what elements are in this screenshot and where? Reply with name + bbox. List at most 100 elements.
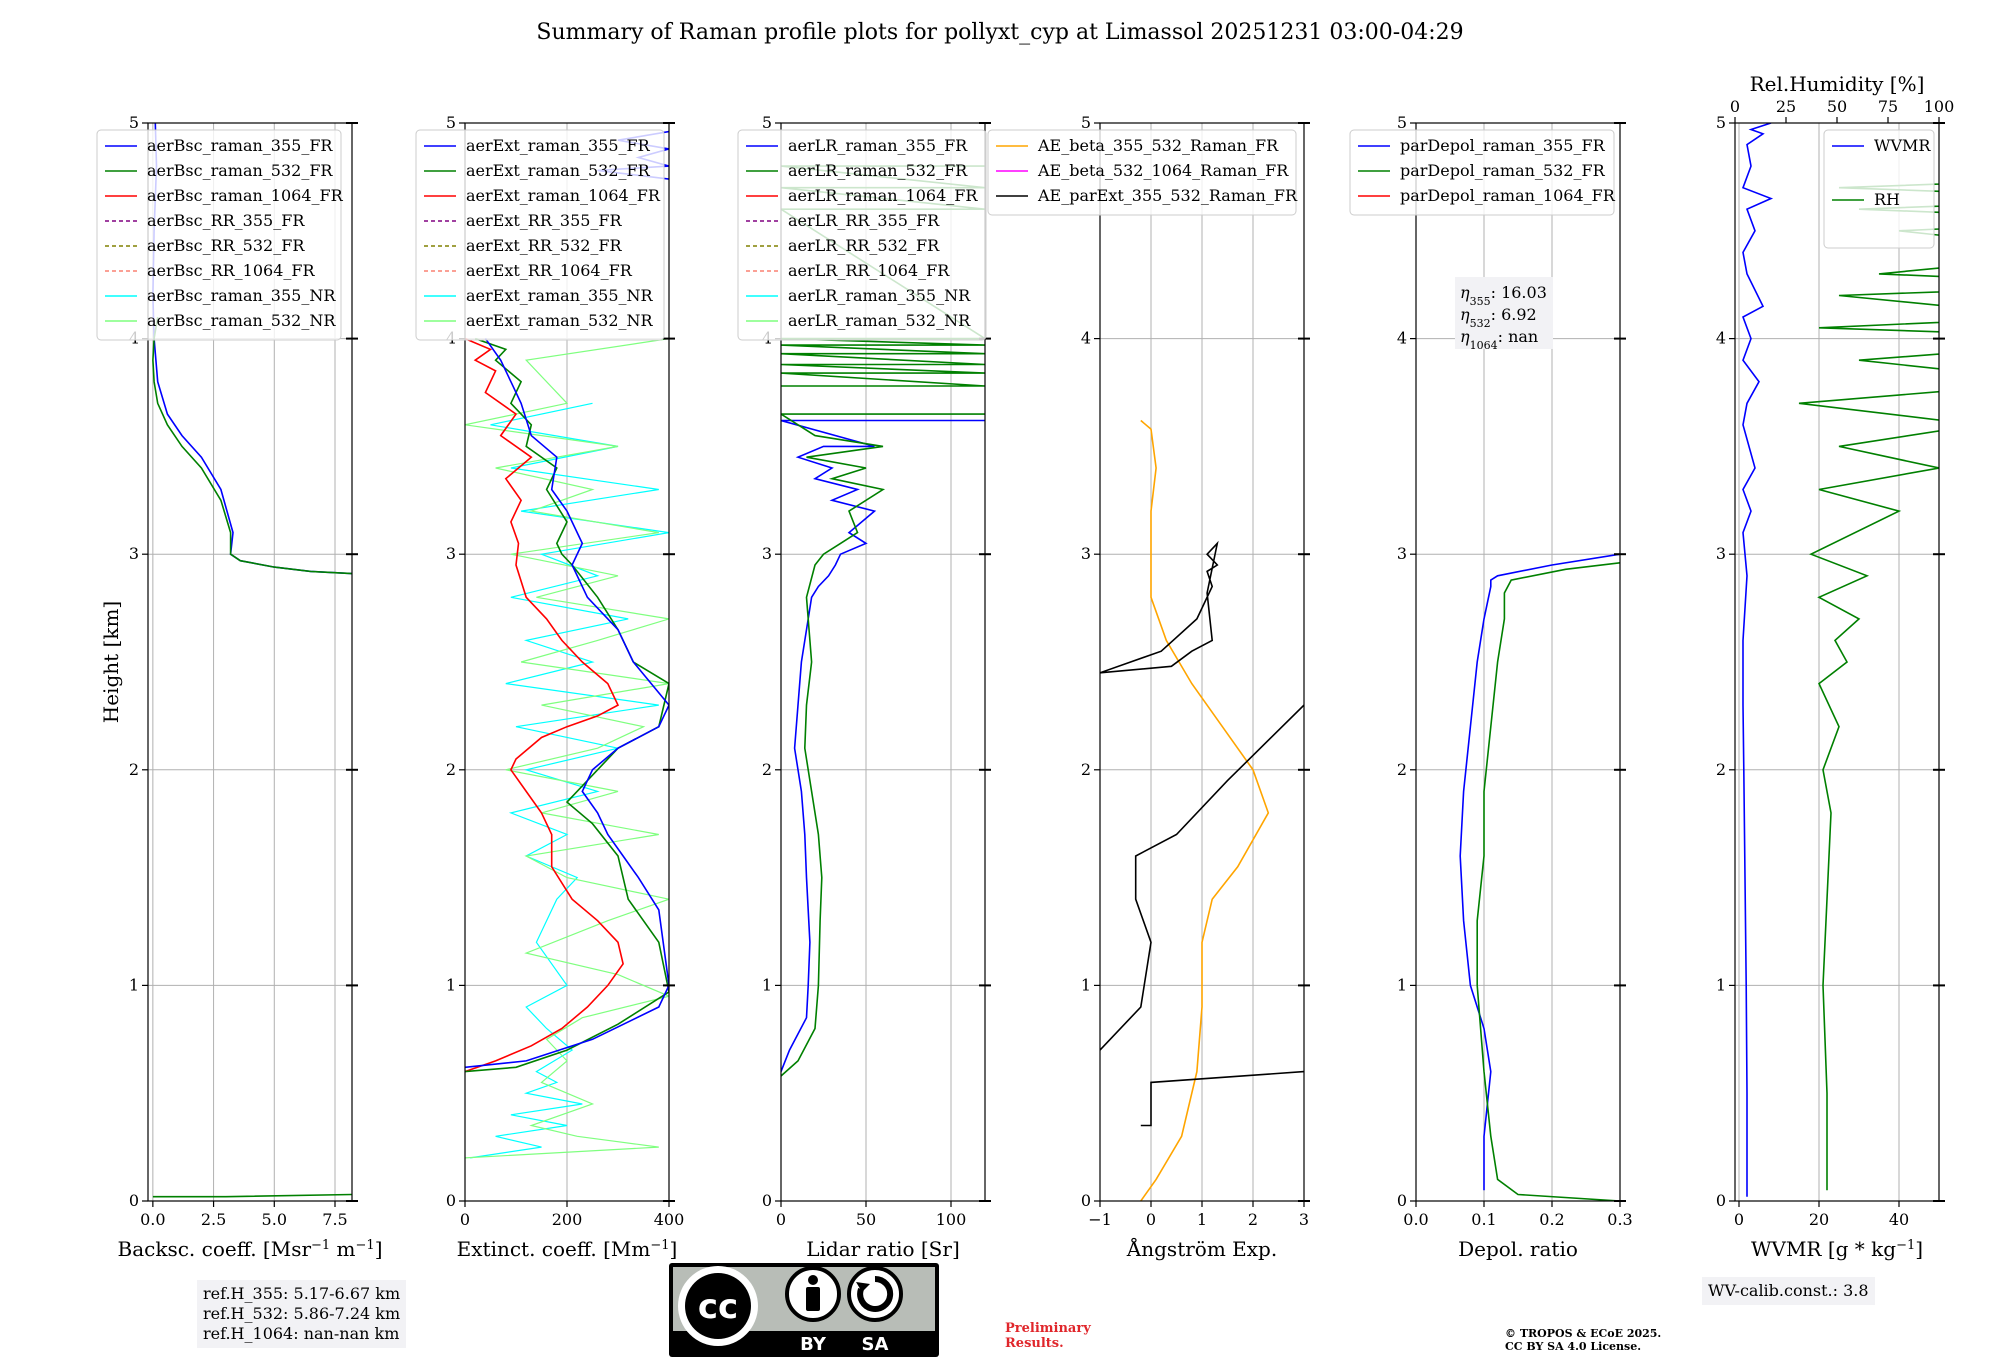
eta-symbol: η [1460, 327, 1470, 346]
xtick-label: 5.0 [262, 1210, 287, 1229]
ytick-label: 2 [1397, 760, 1407, 779]
refh-355: ref.H_355: 5.17-6.67 km [203, 1284, 401, 1303]
by-label: BY [800, 1334, 827, 1355]
ytick-label: 1 [446, 975, 456, 994]
preliminary-line-1: Preliminary [1005, 1321, 1091, 1336]
legend-wv: WVMR RH [1823, 129, 1935, 249]
legend-frame [737, 129, 987, 341]
axes-frame [147, 122, 353, 1202]
ytick-label: 4 [1081, 329, 1091, 348]
ytick-label: 4 [1716, 329, 1726, 348]
legend-entry: aerExt_raman_532_NR [466, 311, 654, 330]
x-axis-label-part: WVMR [g * kg [1751, 1237, 1896, 1261]
ytick-label: 0 [129, 1191, 139, 1210]
top-xtick-label: 100 [1924, 97, 1955, 116]
wv-calibration-box: WV-calib.const.: 3.8 [1702, 1277, 1875, 1305]
preliminary-note: Preliminary Results. [1005, 1321, 1091, 1351]
ytick-label: 0 [1716, 1191, 1726, 1210]
eta-box-bg [1455, 277, 1553, 349]
legend-entry: aerExt_RR_355_FR [466, 211, 623, 230]
xtick-label: 2 [1248, 1210, 1258, 1229]
legend-entry: parDepol_raman_532_FR [1400, 161, 1606, 180]
copyright-line-2: CC BY SA 4.0 License. [1505, 1340, 1642, 1353]
legend-entry: aerExt_RR_1064_FR [466, 261, 633, 280]
series-group [1459, 553, 1620, 1201]
legend-lr: aerLR_raman_355_FR aerLR_raman_532_FR aerL… [737, 129, 987, 341]
series-AE_parExt_355_532_Raman_FR_c [1140, 1070, 1304, 1127]
series-parDepol_raman_532_FR [1476, 562, 1620, 1201]
xtick-label: 400 [654, 1210, 685, 1229]
axes-frame [1734, 122, 1940, 1202]
refh-532: ref.H_532: 5.86-7.24 km [203, 1304, 401, 1323]
ytick-label: 2 [129, 760, 139, 779]
ytick-label: 1 [1397, 975, 1407, 994]
figure-title: Summary of Raman profile plots for polly… [536, 20, 1464, 45]
x-axis-label: Ångström Exp. [1126, 1236, 1277, 1261]
panel-wv: 0 20 40 0 1 2 3 4 5 WVMR [g * kg−1] 0 25 50 75 100Rel.… [1716, 72, 1955, 1261]
series-aerExt_raman_355_FR [465, 338, 669, 1069]
ytick-label: 3 [446, 544, 456, 563]
x-axis-label-part: Backsc. coeff. [Msr [118, 1237, 312, 1261]
ytick-label: 2 [762, 760, 772, 779]
legend-entry: parDepol_raman_355_FR [1400, 136, 1606, 155]
top-xtick-label: 75 [1878, 97, 1898, 116]
series-aerExt_raman_532_NR [465, 338, 669, 1159]
legend-entry: parDepol_raman_1064_FR [1400, 186, 1616, 205]
xtick-label: 40 [1889, 1210, 1909, 1229]
x-axis-label: Depol. ratio [1458, 1237, 1578, 1261]
legend-entry: RH [1874, 190, 1900, 209]
xtick-label: 3 [1299, 1210, 1309, 1229]
x-axis-label-sup: −1 [650, 1238, 669, 1253]
x-axis-label: Backsc. coeff. [Msr−1 m−1] [118, 1237, 383, 1261]
x-axis-label-part: Lidar ratio [Sr] [806, 1237, 960, 1261]
series-aerBsc_raman_532_FR_near_ground [152, 1193, 352, 1198]
xtick-label: 1 [1197, 1210, 1207, 1229]
legend-frame [987, 129, 1297, 216]
x-axis-label-part: Depol. ratio [1458, 1237, 1578, 1261]
y-axis-label: Height [km] [99, 601, 123, 723]
ytick-label: 0 [1081, 1191, 1091, 1210]
legend-entry: aerLR_raman_532_FR [788, 161, 968, 180]
legend-depol: parDepol_raman_355_FR parDepol_raman_532_… [1349, 129, 1616, 216]
ytick-label: 1 [1716, 975, 1726, 994]
series-aerExt_raman_1064_FR [465, 337, 624, 1073]
panel-lr: 050100012345Lidar ratio [Sr]aerLR_raman_… [737, 113, 991, 1261]
x-axis-label-part: Ångström Exp. [1126, 1236, 1277, 1261]
wv-calib-text: WV-calib.const.: 3.8 [1708, 1281, 1869, 1300]
ytick-label: 5 [762, 113, 772, 132]
xtick-label: 0.0 [1403, 1210, 1428, 1229]
series-aerExt_raman_355_NR [470, 402, 669, 1159]
legend-entry: aerExt_raman_1064_FR [466, 186, 661, 205]
legend-entry: aerBsc_raman_1064_FR [147, 186, 344, 205]
legend-entry: aerLR_RR_532_FR [788, 236, 940, 255]
ytick-label: 5 [1716, 113, 1726, 132]
legend-entry: aerBsc_raman_355_NR [147, 286, 336, 305]
refh-1064: ref.H_1064: nan-nan km [203, 1324, 400, 1343]
panel-bsc: 0.02.55.07.5012345Backsc. coeff. [Msr−1 … [96, 113, 383, 1261]
series-parDepol_raman_355_FR [1459, 553, 1620, 1191]
copyright-line-1: © TROPOS & ECoE 2025. [1505, 1327, 1662, 1340]
legend-entry: AE_beta_532_1064_Raman_FR [1037, 161, 1289, 180]
x-axis-label-sup: −1 [311, 1238, 330, 1253]
legend-frame [1349, 129, 1615, 216]
ytick-label: 5 [446, 113, 456, 132]
ytick-label: 2 [1081, 760, 1091, 779]
top-xtick-label: 25 [1776, 97, 1796, 116]
xtick-label: 0.3 [1607, 1210, 1632, 1229]
eta-symbol: η [1460, 305, 1470, 324]
legend-entry: aerLR_raman_355_NR [788, 286, 971, 305]
legend-entry: AE_beta_355_532_Raman_FR [1037, 136, 1279, 155]
legend-entry: aerBsc_raman_532_FR [147, 161, 333, 180]
eta-line: η1064: nan [1460, 327, 1538, 352]
top-axis-label: Rel.Humidity [%] [1750, 72, 1925, 96]
eta-symbol: η [1460, 283, 1470, 302]
panel-depol: 0.0 0.1 0.2 0.3 0 1 2 3 4 5 Depol. ratio parDepol_r… [1349, 113, 1633, 1261]
x-axis-label-part: m [330, 1237, 355, 1261]
ytick-label: 1 [129, 975, 139, 994]
ytick-label: 4 [1397, 329, 1407, 348]
xtick-label: 0.0 [140, 1210, 165, 1229]
series-aerLR_raman_532_FR [781, 413, 985, 1077]
legend-entry: WVMR [1874, 136, 1931, 155]
ytick-label: 2 [1716, 760, 1726, 779]
